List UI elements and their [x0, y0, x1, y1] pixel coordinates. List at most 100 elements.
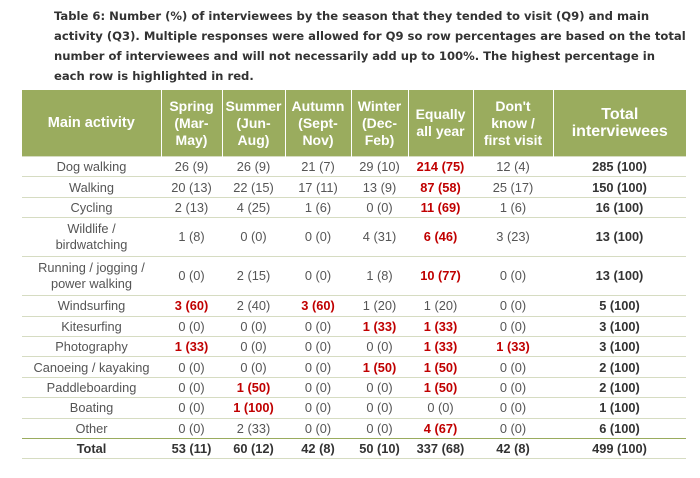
- value-cell: 1 (8): [351, 256, 408, 296]
- highlighted-value-cell: 3 (60): [161, 295, 222, 317]
- text-line: Summer: [225, 97, 282, 114]
- table-header-row: Main activity Spring (Mar- May) Summer (Jun- A…: [22, 90, 686, 157]
- total-cell: 5 (100): [553, 295, 686, 317]
- value-cell: 2 (13): [161, 196, 222, 218]
- text-line: (Sept-: [298, 114, 338, 131]
- text-line: Canoeing / kayaking: [33, 359, 150, 375]
- text-line: Winter: [357, 97, 402, 114]
- text-line: Total: [76, 441, 107, 457]
- text-line: Equally: [415, 106, 466, 122]
- value-cell: 0 (0): [222, 315, 285, 337]
- header-col-autumn: Autumn (Sept- Nov): [285, 90, 352, 157]
- total-cell: 2 (100): [553, 356, 686, 378]
- total-cell: 3 (100): [553, 315, 686, 337]
- text-line: Wildlife /: [67, 221, 116, 237]
- value-cell: 17 (11): [285, 176, 351, 198]
- total-cell: 6 (100): [553, 417, 686, 439]
- value-cell: 0 (0): [285, 335, 351, 357]
- value-cell: 0 (0): [285, 356, 351, 378]
- text-line: Other: [75, 420, 108, 436]
- header-col-winter: Winter (Dec- Feb): [351, 90, 409, 157]
- activity-cell: Kitesurfing: [22, 315, 161, 337]
- value-cell: 0 (0): [473, 417, 553, 439]
- value-cell: 0 (0): [351, 397, 408, 419]
- value-cell: 50 (10): [351, 437, 408, 460]
- total-cell: 13 (100): [553, 217, 686, 257]
- highlighted-value-cell: 4 (67): [408, 417, 473, 439]
- text-line: Photography: [55, 339, 128, 355]
- activity-cell: Paddleboarding: [22, 376, 161, 398]
- text-line: Total: [601, 106, 639, 123]
- activity-cell: Other: [22, 417, 161, 439]
- value-cell: 1 (6): [473, 196, 553, 218]
- value-cell: 42 (8): [285, 437, 351, 460]
- highlighted-value-cell: 1 (100): [222, 397, 285, 419]
- header-col-spring: Spring (Mar- May): [161, 90, 223, 157]
- value-cell: 0 (0): [473, 376, 553, 398]
- highlighted-value-cell: 1 (33): [408, 315, 473, 337]
- highlighted-value-cell: 1 (50): [408, 356, 473, 378]
- activity-season-table: Main activity Spring (Mar- May) Summer (Jun- A…: [22, 90, 686, 460]
- value-cell: 0 (0): [285, 417, 351, 439]
- value-cell: 29 (10): [351, 155, 408, 177]
- table-row: Windsurfing 3 (60) 2 (40) 3 (60) 1 (20) 1 (20…: [22, 295, 686, 317]
- value-cell: 12 (4): [473, 155, 553, 177]
- total-cell: 1 (100): [553, 397, 686, 419]
- table-row: Walking 20 (13) 22 (15) 17 (11) 13 (9) 87 (58…: [22, 176, 686, 198]
- value-cell: 2 (15): [222, 256, 285, 296]
- text-line: interviewees: [571, 123, 668, 140]
- value-cell: 4 (25): [222, 196, 285, 218]
- value-cell: 0 (0): [222, 217, 285, 257]
- value-cell: 3 (23): [473, 217, 553, 257]
- table-row: Wildlife / birdwatching 1 (8) 0 (0) 0 (0) 4 (…: [22, 217, 686, 257]
- value-cell: 25 (17): [473, 176, 553, 198]
- total-cell: 285 (100): [553, 155, 686, 177]
- text-line: Don't: [495, 97, 531, 114]
- value-cell: 0 (0): [161, 376, 222, 398]
- total-cell: 3 (100): [553, 335, 686, 357]
- text-line: Running / jogging /: [38, 260, 145, 276]
- value-cell: 0 (0): [473, 315, 553, 337]
- highlighted-value-cell: 1 (33): [473, 335, 553, 357]
- header-col-equally: Equally all year: [408, 90, 474, 157]
- text-line: birdwatching: [55, 237, 128, 253]
- value-cell: 0 (0): [473, 256, 553, 296]
- activity-cell: Photography: [22, 335, 161, 357]
- value-cell: 2 (40): [222, 295, 285, 317]
- highlighted-value-cell: 1 (33): [351, 315, 408, 337]
- text-line: Dog walking: [56, 159, 127, 175]
- value-cell: 1 (6): [285, 196, 351, 218]
- text-line: power walking: [50, 276, 133, 292]
- highlighted-value-cell: 214 (75): [408, 155, 473, 177]
- text-line: Cycling: [70, 199, 113, 215]
- table-row: Kitesurfing 0 (0) 0 (0) 0 (0) 1 (33) 1 (33) 0 …: [22, 315, 686, 337]
- value-cell: 0 (0): [473, 397, 553, 419]
- value-cell: 0 (0): [161, 417, 222, 439]
- table-row: Paddleboarding 0 (0) 1 (50) 0 (0) 0 (0) 1 (50…: [22, 376, 686, 398]
- value-cell: 1 (20): [408, 295, 473, 317]
- value-cell: 0 (0): [285, 256, 351, 296]
- text-line: Aug): [237, 131, 270, 148]
- value-cell: 0 (0): [351, 335, 408, 357]
- highlighted-value-cell: 3 (60): [285, 295, 351, 317]
- activity-cell: Total: [22, 437, 161, 460]
- text-line: Paddleboarding: [46, 379, 137, 395]
- value-cell: 0 (0): [285, 217, 351, 257]
- value-cell: 21 (7): [285, 155, 351, 177]
- text-line: all year: [416, 123, 465, 139]
- total-cell: 13 (100): [553, 256, 686, 296]
- value-cell: 0 (0): [408, 397, 473, 419]
- value-cell: 4 (31): [351, 217, 408, 257]
- header-col-total: Total interviewees: [553, 90, 686, 157]
- value-cell: 1 (8): [161, 217, 222, 257]
- value-cell: 42 (8): [473, 437, 553, 460]
- text-line: (Jun-: [236, 114, 271, 131]
- total-cell: 2 (100): [553, 376, 686, 398]
- header-col-dont-know: Don't know / first visit: [473, 90, 554, 157]
- value-cell: 0 (0): [351, 196, 408, 218]
- value-cell: 0 (0): [161, 256, 222, 296]
- value-cell: 1 (20): [351, 295, 408, 317]
- text-line: first visit: [483, 131, 543, 148]
- table-caption: Table 6: Number (%) of interviewees by t…: [54, 9, 686, 83]
- text-line: Kitesurfing: [61, 318, 122, 334]
